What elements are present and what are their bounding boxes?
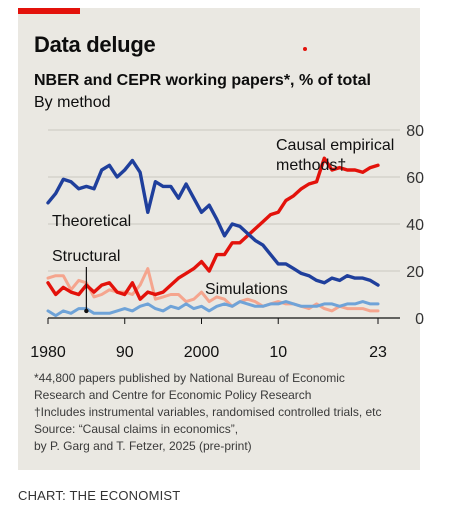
x-tick-label: 2000 [184, 344, 220, 361]
y-tick-label: 20 [406, 264, 424, 281]
y-tick-label: 40 [406, 217, 424, 234]
chart-headline: Data deluge [34, 32, 156, 57]
label-causal-line1: Causal empirical [276, 137, 394, 154]
structural-leader-dot [84, 308, 89, 314]
footnotes: *44,800 papers published by National Bur… [34, 370, 414, 455]
x-tick-label: 1980 [30, 344, 66, 361]
y-tick-label: 60 [406, 170, 424, 187]
source-line: Source: “Causal claims in economics”, [34, 422, 239, 436]
label-causal-line2: methods† [276, 157, 346, 174]
label-structural: Structural [52, 248, 120, 265]
series-line-structural [46, 267, 380, 313]
label-simulations: Simulations [205, 281, 288, 298]
series-line-causal [46, 156, 380, 301]
chart-card [18, 8, 420, 470]
footnote-causal: †Includes instrumental variables, random… [34, 405, 382, 419]
source-authors: by P. Garg and T. Fetzer, 2025 (pre-prin… [34, 439, 252, 453]
label-theoretical: Theoretical [52, 213, 131, 230]
y-tick-label: 0 [415, 311, 424, 328]
brand-red-bar [18, 8, 80, 14]
chart-credit: CHART: THE ECONOMIST [18, 488, 181, 503]
x-tick-label: 90 [116, 344, 134, 361]
footnote-papers: *44,800 papers published by National Bur… [34, 371, 345, 385]
x-tick-label: 23 [369, 344, 387, 361]
series-line-simulations [46, 300, 380, 318]
y-tick-label: 80 [406, 123, 424, 140]
series-line-theoretical [46, 158, 380, 287]
chart-subtitle: NBER and CEPR working papers*, % of tota… [34, 72, 371, 89]
footnote-papers-cont: Research and Centre for Economic Policy … [34, 388, 312, 402]
chart-subtitle-method: By method [34, 94, 111, 111]
brand-red-dot [303, 47, 307, 51]
x-tick-label: 10 [269, 344, 287, 361]
